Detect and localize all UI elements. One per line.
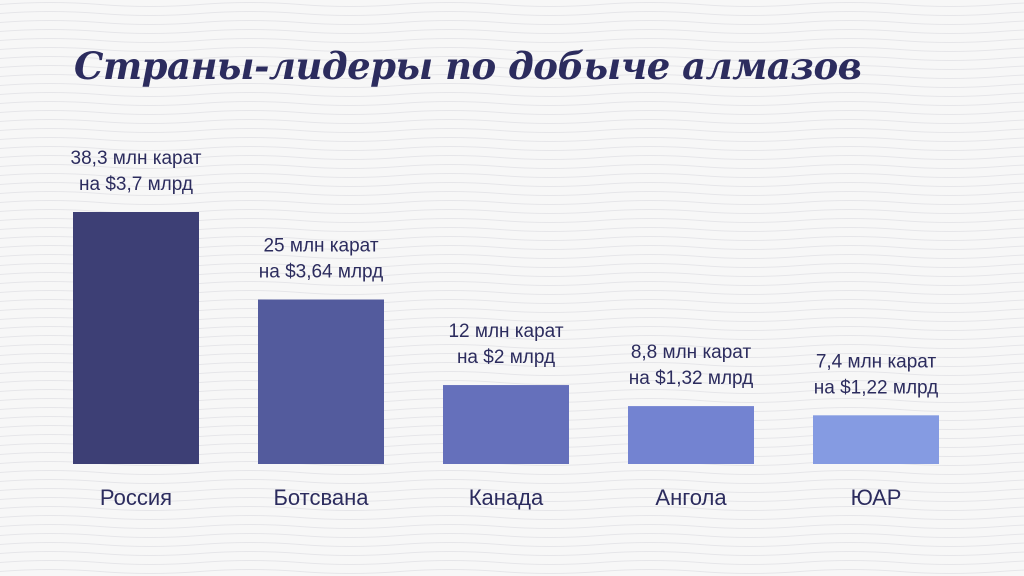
data-label-0-line-0: 38,3 млн карат [71, 148, 202, 169]
data-label-4-line-0: 7,4 млн карат [816, 351, 937, 372]
data-label-4-line-1: на $1,22 млрд [814, 377, 939, 398]
category-label-0: Россия [100, 485, 172, 510]
bar-2 [443, 385, 569, 464]
category-label-1: Ботсвана [273, 485, 369, 510]
bar-0 [73, 212, 199, 464]
category-label-4: ЮАР [851, 485, 902, 510]
data-label-1-line-0: 25 млн карат [263, 236, 378, 257]
data-label-1-line-1: на $3,64 млрд [259, 262, 384, 283]
category-label-2: Канада [469, 485, 544, 510]
bar-3 [628, 406, 754, 464]
data-label-3-line-1: на $1,32 млрд [629, 368, 754, 389]
data-label-2-line-1: на $2 млрд [457, 347, 555, 368]
bar-1 [258, 299, 384, 464]
data-label-0-line-1: на $3,7 млрд [79, 174, 193, 195]
data-label-3-line-0: 8,8 млн карат [631, 342, 752, 363]
category-label-3: Ангола [655, 485, 727, 510]
data-label-2-line-0: 12 млн карат [448, 321, 563, 342]
chart-title: Страны-лидеры по добыче алмазов [74, 44, 862, 88]
bar-4 [813, 415, 939, 464]
